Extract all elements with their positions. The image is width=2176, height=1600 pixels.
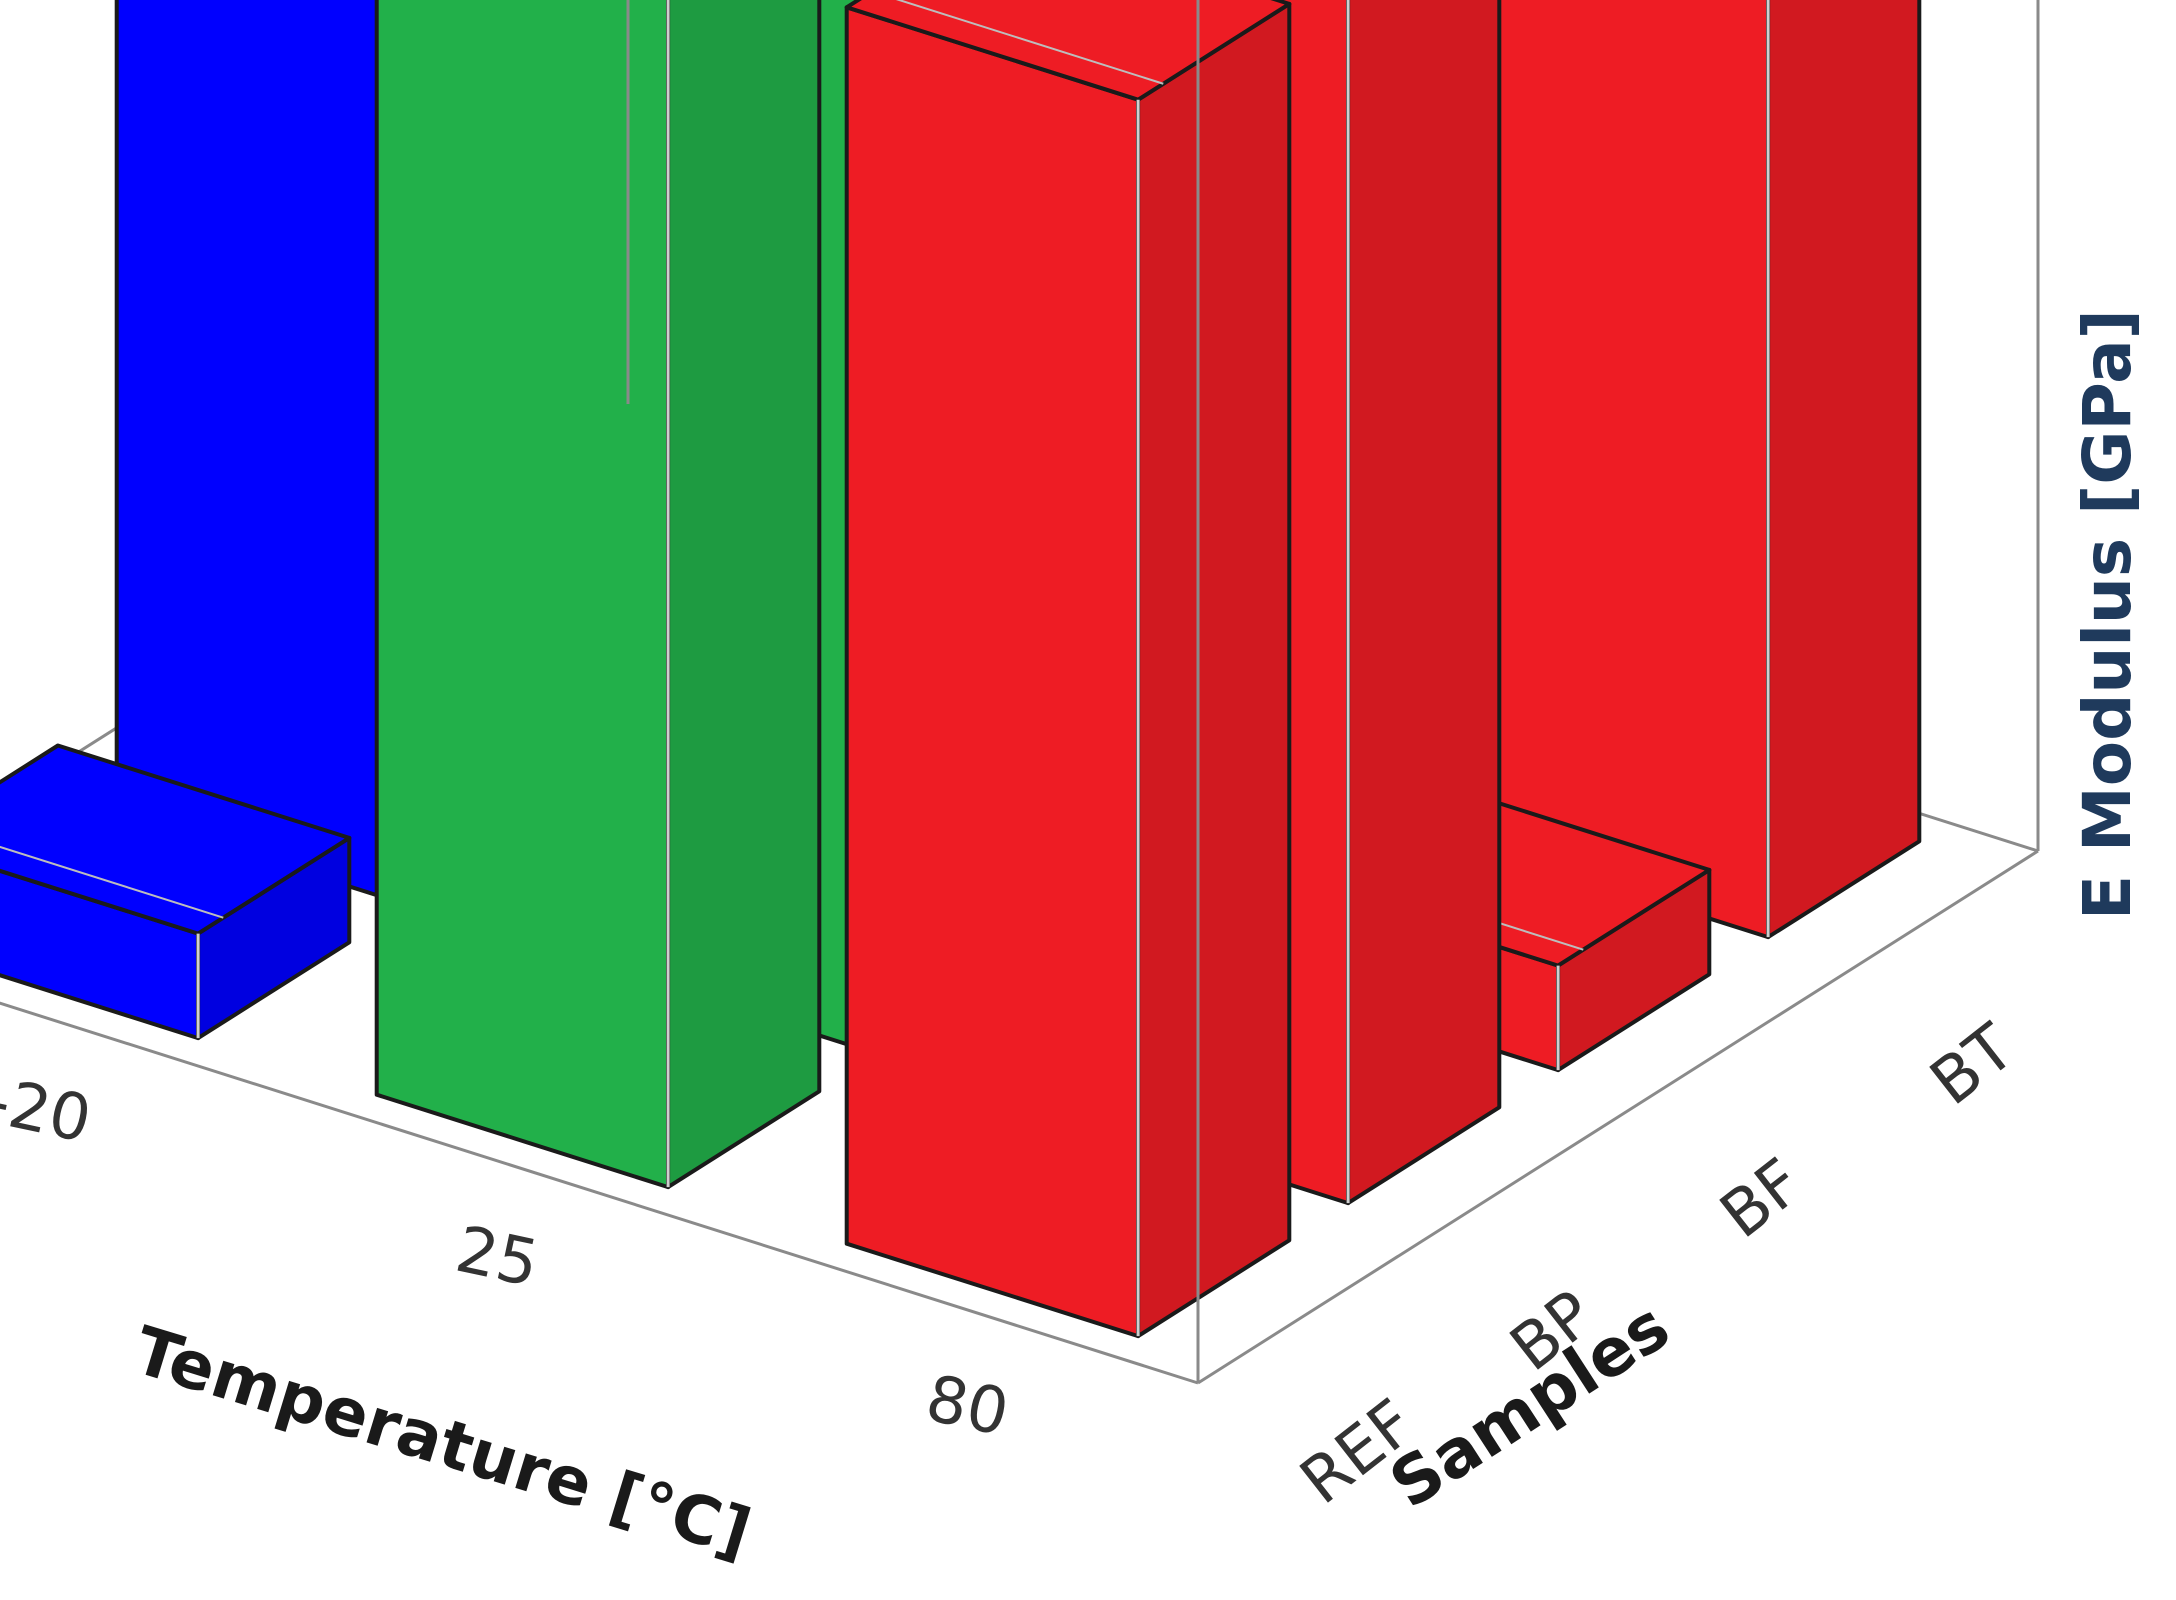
bar-face-front — [114, 0, 411, 908]
bar-edge — [895, 0, 1164, 85]
bar-face-side — [1766, 0, 1922, 940]
bar-face-side — [1346, 0, 1502, 1206]
frame-front-edge — [0, 1001, 1199, 1385]
temperature-tick-label: 80 — [920, 1362, 1015, 1451]
bar-face-front — [1474, 0, 1771, 940]
sample-tick-label: BF — [1707, 1145, 1816, 1253]
bar — [0, 743, 352, 1041]
bar — [844, 0, 1292, 1339]
bar-face-top — [844, 0, 1292, 102]
bar-face-front — [844, 5, 1141, 1339]
bar-face-front — [374, 0, 671, 1190]
z-axis: 2.857.5612.2716.9821.6926.4 — [626, 0, 630, 404]
bar-face-side — [1136, 1, 1292, 1339]
chart-frame-front — [0, 0, 2039, 1385]
e-modulus-axis-title: E Modulus [GPa] — [2069, 309, 2146, 920]
temperature-tick-label: 25 — [450, 1213, 545, 1302]
temperature-tick-label: -20 — [0, 1064, 97, 1158]
bars-group — [0, 0, 1922, 1339]
temperature-axis-title: Temperature [°C] — [125, 1312, 759, 1573]
bar-face-side — [666, 0, 822, 1190]
frame-front-edge — [1197, 849, 2039, 1385]
bar-face-top — [0, 743, 352, 936]
sample-tick-label: BT — [1917, 1010, 2029, 1120]
bar-edge — [0, 845, 224, 919]
bar — [1474, 0, 1922, 940]
bar — [374, 0, 822, 1190]
